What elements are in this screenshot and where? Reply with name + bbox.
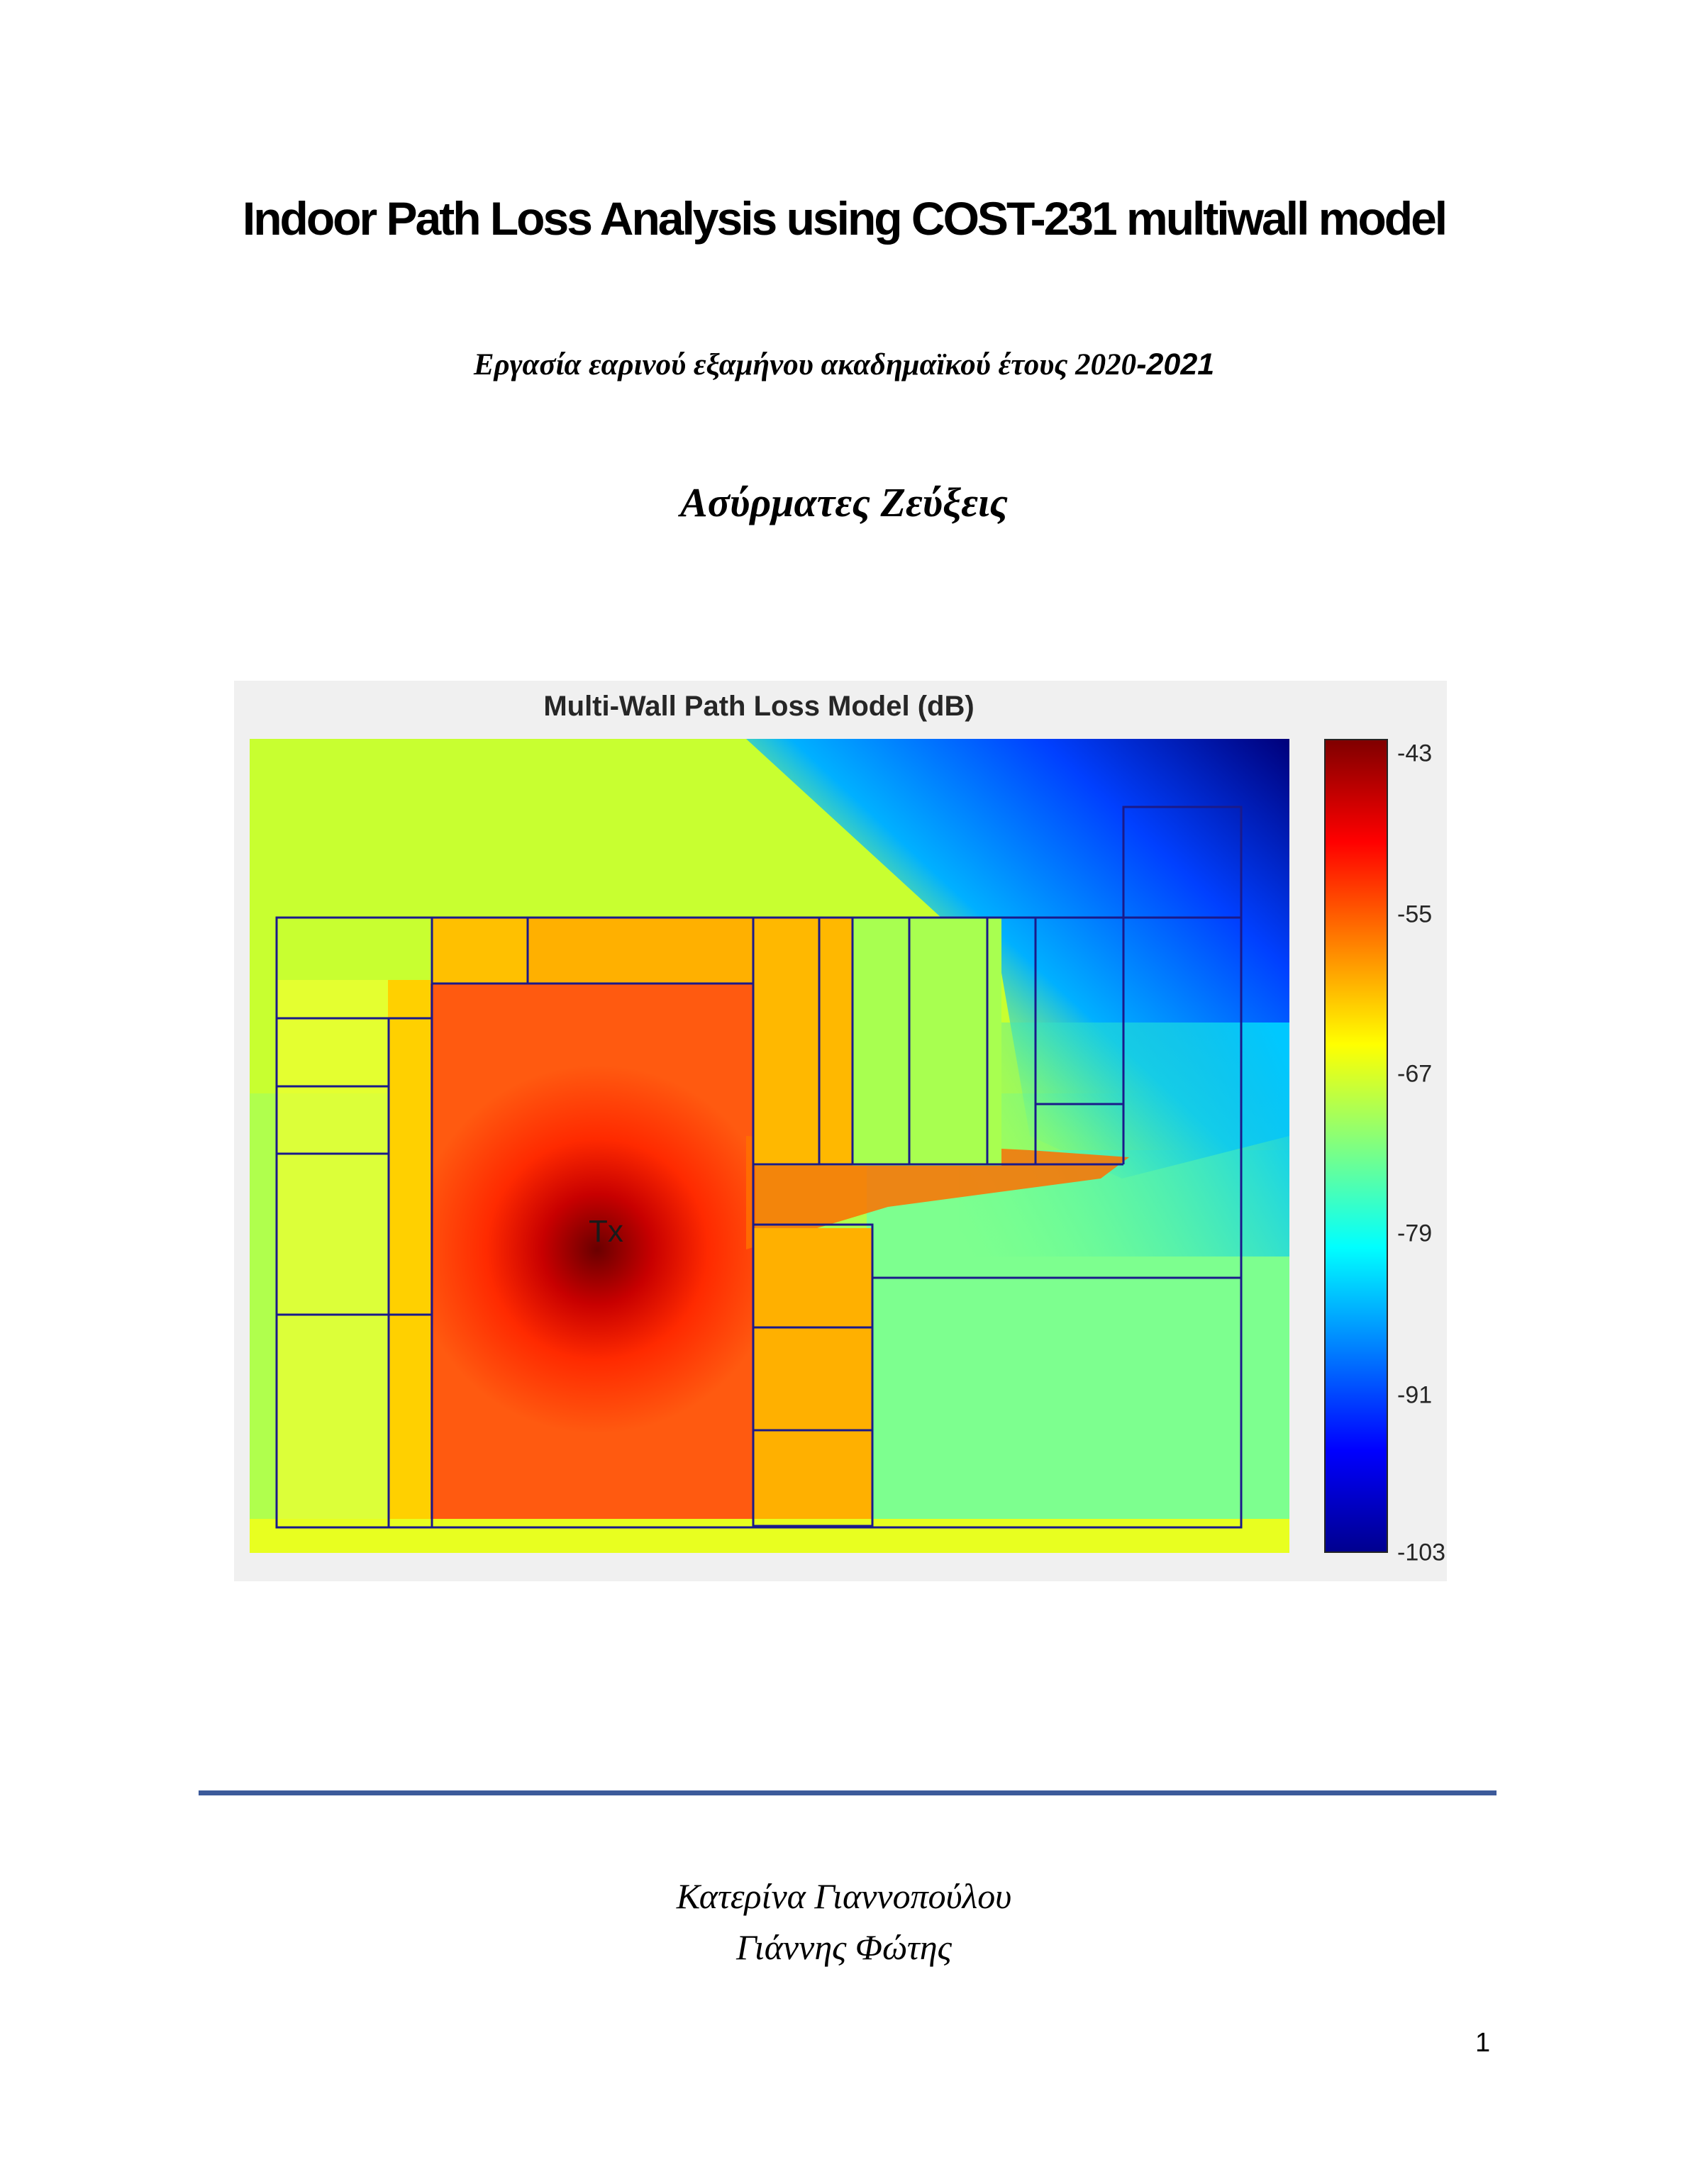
author-1: Κατερίνα Γιαννοπούλου xyxy=(676,1876,1012,1916)
colorbar-tick-2: -67 xyxy=(1397,1060,1433,1088)
path-loss-figure: Multi-Wall Path Loss Model (dB) xyxy=(234,681,1447,1581)
colorbar-tick-5: -103 xyxy=(1397,1539,1446,1566)
page-number: 1 xyxy=(1475,2028,1491,2058)
course-name: Ασύρματες Ζεύξεις xyxy=(680,479,1008,525)
colorbar-tick-3: -79 xyxy=(1397,1220,1433,1247)
colorbar-tick-0: -43 xyxy=(1397,740,1433,767)
heatmap-plot xyxy=(250,739,1289,1553)
colorbar xyxy=(1324,739,1388,1553)
heatmap-top-room-1 xyxy=(432,918,528,983)
document-title: Indoor Path Loss Analysis using COST-231… xyxy=(242,192,1448,245)
subtitle-year-end: -2021 xyxy=(1136,347,1215,381)
wall-outlines xyxy=(275,806,1243,1529)
heatmap-central-room xyxy=(431,984,755,1551)
heatmap-narrow-rooms xyxy=(753,918,853,1166)
heatmap-orange-corridor xyxy=(388,980,438,1526)
tx-label: Tx xyxy=(589,1214,623,1249)
heatmap-lower-room-1 xyxy=(753,1228,872,1526)
colorbar-tick-4: -91 xyxy=(1397,1381,1433,1409)
outer-wall xyxy=(275,916,1243,1529)
wall xyxy=(1122,806,1243,918)
colorbar-tick-1: -55 xyxy=(1397,901,1433,928)
heatmap-top-room-2 xyxy=(528,918,753,983)
figure-title: Multi-Wall Path Loss Model (dB) xyxy=(543,691,975,722)
heatmap-lower-fringe xyxy=(250,1519,1289,1553)
wall-room xyxy=(752,1223,874,1527)
heatmap-narrow-rooms-2 xyxy=(853,918,1001,1166)
heatmap-left-rooms xyxy=(277,980,404,1526)
author-2: Γιάννης Φώτης xyxy=(736,1927,952,1967)
separator-rule xyxy=(199,1790,1497,1795)
document-subtitle: Εργασία εαρινού εξαμήνου ακαδημαϊκού έτο… xyxy=(0,347,1688,382)
subtitle-main: Εργασία εαρινού εξαμήνου ακαδημαϊκού έτο… xyxy=(473,348,1137,381)
